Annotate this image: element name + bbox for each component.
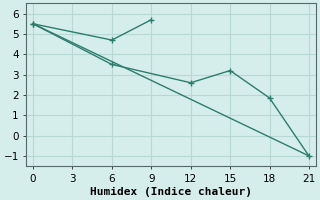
X-axis label: Humidex (Indice chaleur): Humidex (Indice chaleur) (90, 186, 252, 197)
